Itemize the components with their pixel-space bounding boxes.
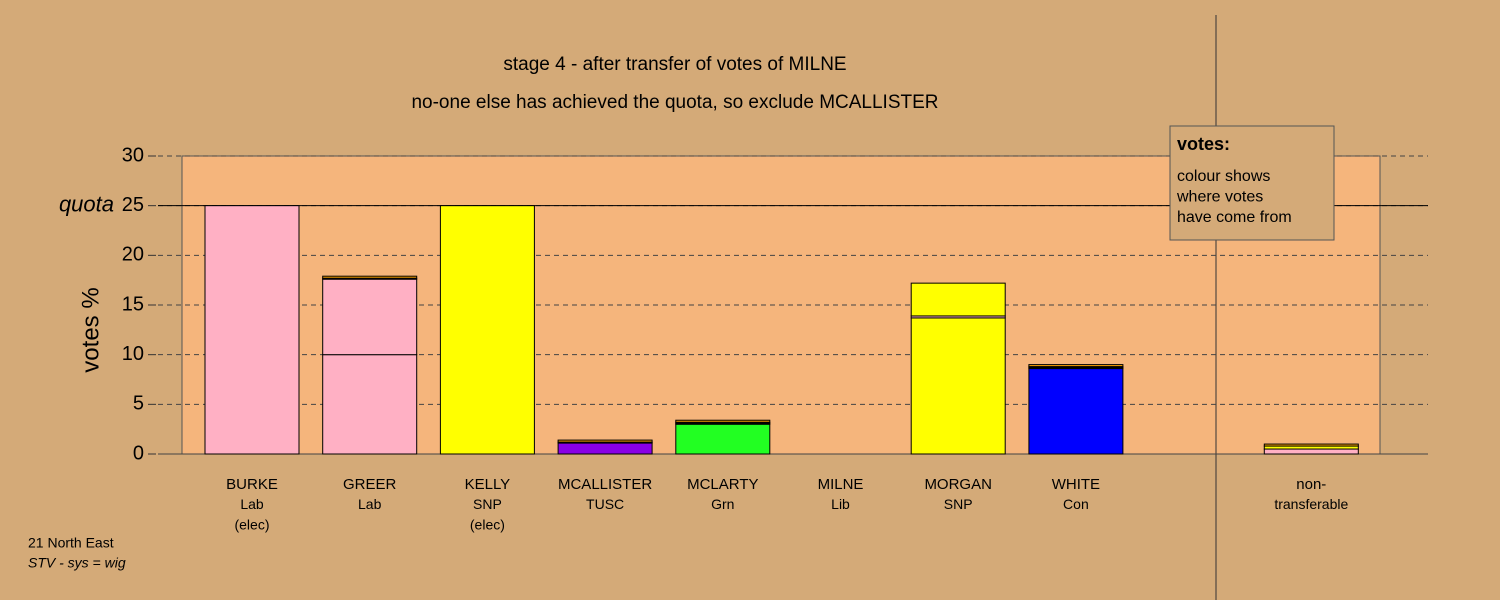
x-tick-label: KELLY — [465, 476, 511, 493]
bar-segment — [1263, 448, 1359, 455]
legend-line: where votes — [1176, 189, 1263, 206]
x-tick-label: SNP — [944, 496, 973, 512]
legend: votes: colour shows where votes have come … — [1169, 125, 1335, 241]
bar-segment — [204, 205, 300, 455]
bar-segment — [675, 419, 771, 423]
x-tick-label: SNP — [473, 496, 502, 512]
x-tick-label: Lib — [831, 496, 850, 512]
bar-segment — [1028, 368, 1124, 455]
x-tick-label: Con — [1063, 496, 1089, 512]
x-tick-label: transferable — [1274, 496, 1348, 512]
x-tick-label: MILNE — [818, 476, 864, 493]
bar-segment — [322, 275, 418, 279]
x-tick-label: TUSC — [586, 496, 624, 512]
x-tick-label: Grn — [711, 496, 734, 512]
footer-region: 21 North East — [28, 535, 114, 551]
bar-segment — [1263, 443, 1359, 447]
y-tick-label: 30 — [122, 144, 144, 166]
y-tick-label: 5 — [133, 393, 144, 415]
bar-segment — [910, 317, 1006, 455]
chart-title: stage 4 - after transfer of votes of MIL… — [503, 54, 846, 75]
x-tick-label: MCALLISTER — [558, 476, 652, 493]
y-tick-label: 20 — [122, 244, 144, 266]
legend-line: colour shows — [1177, 168, 1270, 185]
x-tick-label: BURKE — [226, 476, 278, 493]
bar-segment — [1028, 364, 1124, 368]
y-tick-label: 10 — [122, 343, 144, 365]
x-tick-label: Lab — [240, 496, 264, 512]
y-tick-label: 0 — [133, 442, 144, 464]
x-tick-label: non- — [1296, 476, 1326, 493]
y-tick-label: 25 — [122, 194, 144, 216]
bar-segment — [557, 439, 653, 443]
y-axis-label: votes % — [77, 287, 104, 372]
bar-segment — [675, 423, 771, 455]
x-tick-label: WHITE — [1052, 476, 1100, 493]
chart-subtitle: no-one else has achieved the quota, so e… — [411, 92, 938, 113]
x-tick-label: Lab — [358, 496, 382, 512]
x-tick-label: (elec) — [470, 517, 505, 533]
x-tick-label: (elec) — [234, 517, 269, 533]
bar-segment — [557, 442, 653, 455]
legend-line: have come from — [1177, 209, 1292, 226]
quota-label: quota — [59, 191, 114, 216]
x-tick-label: MCLARTY — [687, 476, 758, 493]
bar-segment — [322, 278, 418, 356]
bars: BURKE Lab (elec) GREER Lab KELLY SNP (elec) MCAL… — [204, 205, 1359, 533]
bar-segment — [439, 205, 535, 455]
footer-system: STV - sys = wig — [28, 555, 126, 571]
legend-box — [1169, 125, 1335, 241]
legend-title: votes: — [1177, 134, 1230, 154]
bar-segment — [910, 282, 1006, 317]
x-tick-label: GREER — [343, 476, 397, 493]
y-tick-label: 15 — [122, 293, 144, 315]
bar-segment — [322, 354, 418, 455]
x-tick-label: MORGAN — [924, 476, 992, 493]
